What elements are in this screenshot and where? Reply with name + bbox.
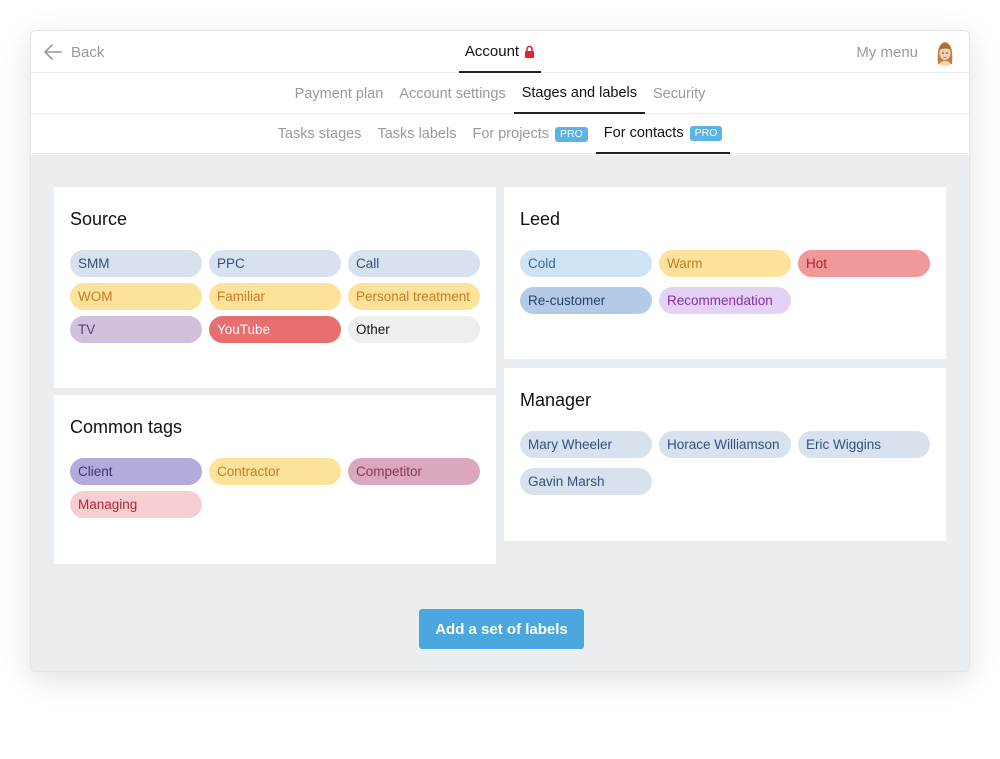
tab-tasks-labels[interactable]: Tasks labels: [369, 114, 464, 154]
label-chip[interactable]: WOM: [70, 283, 202, 310]
lock-icon: [524, 45, 535, 58]
tab-tasks-labels-label: Tasks labels: [377, 126, 457, 142]
label-chip[interactable]: TV: [70, 316, 202, 343]
top-bar: Back Account My menu: [31, 31, 969, 73]
card-title: Leed: [520, 209, 561, 229]
tab-for-projects-label: For projects: [472, 126, 550, 142]
label-chip[interactable]: Mary Wheeler: [520, 431, 652, 458]
label-chip[interactable]: Horace Williamson: [659, 431, 791, 458]
label-chip[interactable]: Hot: [798, 250, 930, 277]
label-chip[interactable]: Cold: [520, 250, 652, 277]
label-chip[interactable]: Gavin Marsh: [520, 468, 652, 495]
tab-stages-and-labels[interactable]: Stages and labels: [513, 73, 645, 114]
label-chip[interactable]: Competitor: [348, 458, 480, 485]
tab-security[interactable]: Security: [652, 85, 706, 102]
tab-tasks-stages[interactable]: Tasks stages: [270, 114, 370, 154]
tab-for-contacts[interactable]: For contacts PRO: [595, 114, 731, 154]
account-title: Account: [464, 42, 520, 60]
tag-list: Mary Wheeler Horace Williamson Eric Wiggin…: [520, 431, 930, 495]
label-chip[interactable]: Recommendation: [659, 287, 791, 314]
label-chip[interactable]: Contractor: [209, 458, 341, 485]
label-chip[interactable]: Call: [348, 250, 480, 277]
add-label-set-button[interactable]: Add a set of labels: [419, 609, 584, 649]
tab-account-settings[interactable]: Account settings: [399, 85, 506, 102]
tag-list: Client Contractor Competitor Managing: [70, 458, 480, 518]
user-avatar[interactable]: [931, 38, 959, 66]
label-chip[interactable]: Personal treatment: [348, 283, 480, 310]
label-chip[interactable]: Familiar: [209, 283, 341, 310]
label-chip[interactable]: Other: [348, 316, 480, 343]
tab-for-contacts-label: For contacts: [603, 125, 684, 141]
common-tags-card: Common tags Client Contractor Competitor Ma…: [54, 395, 496, 564]
label-chip[interactable]: YouTube: [209, 316, 341, 343]
tab-for-projects[interactable]: For projects PRO: [464, 114, 595, 154]
pro-badge: PRO: [689, 125, 723, 141]
label-chip[interactable]: Re-customer: [520, 287, 652, 314]
card-title: Common tags: [70, 417, 183, 437]
card-title: Source: [70, 209, 128, 229]
label-chip[interactable]: Managing: [70, 491, 202, 518]
manager-card: Manager Mary Wheeler Horace Williamson Eri…: [504, 368, 946, 541]
label-chip[interactable]: SMM: [70, 250, 202, 277]
back-button[interactable]: Back: [43, 31, 104, 73]
leed-card: Leed Cold Warm Hot Re-customer Recommendatio…: [504, 187, 946, 359]
source-card: Source SMM PPC Call WOM Familiar Personal tre…: [54, 187, 496, 388]
my-menu-button[interactable]: My menu: [856, 43, 918, 61]
sub-tabs: Tasks stages Tasks labels For projects P…: [31, 114, 969, 154]
label-chip[interactable]: Eric Wiggins: [798, 431, 930, 458]
back-label: Back: [71, 43, 105, 61]
tag-list: Cold Warm Hot Re-customer Recommendation: [520, 250, 930, 314]
account-tab[interactable]: Account: [459, 31, 541, 73]
labels-content: Source SMM PPC Call WOM Familiar Personal tre…: [31, 155, 969, 671]
app-window: Back Account My menu: [30, 30, 970, 672]
card-title: Manager: [520, 390, 592, 410]
pro-badge: PRO: [555, 126, 588, 142]
tab-payment-plan[interactable]: Payment plan: [294, 85, 384, 102]
label-chip[interactable]: Warm: [659, 250, 791, 277]
tag-list: SMM PPC Call WOM Familiar Personal treatment T…: [70, 250, 480, 343]
main-tabs: Payment plan Account settings Stages and…: [31, 73, 969, 114]
arrow-left-icon: [44, 44, 62, 60]
label-chip[interactable]: PPC: [209, 250, 341, 277]
tab-tasks-stages-label: Tasks stages: [277, 126, 362, 142]
label-chip[interactable]: Client: [70, 458, 202, 485]
